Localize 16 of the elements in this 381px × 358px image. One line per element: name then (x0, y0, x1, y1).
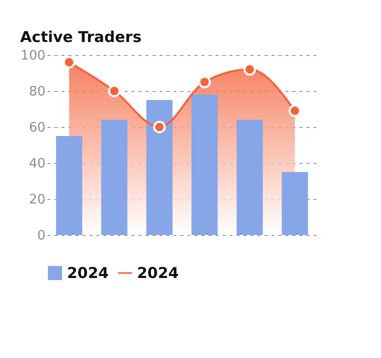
bar (56, 136, 82, 235)
bar (191, 94, 218, 235)
legend-label: 2024 (137, 264, 179, 282)
bar (101, 120, 128, 235)
y-tick-label: 20 (28, 192, 46, 208)
y-tick-label: 60 (28, 120, 46, 136)
bar (146, 100, 173, 235)
y-tick-label: 80 (28, 84, 46, 100)
chart-title: Active Traders (20, 28, 142, 46)
bar (236, 120, 263, 235)
point (153, 120, 166, 134)
bar (282, 172, 308, 235)
y-tick-label: 0 (37, 228, 46, 244)
y-tick-label: 40 (28, 156, 46, 172)
legend-label: 2024 (67, 264, 109, 282)
y-tick-label: 100 (20, 48, 46, 64)
